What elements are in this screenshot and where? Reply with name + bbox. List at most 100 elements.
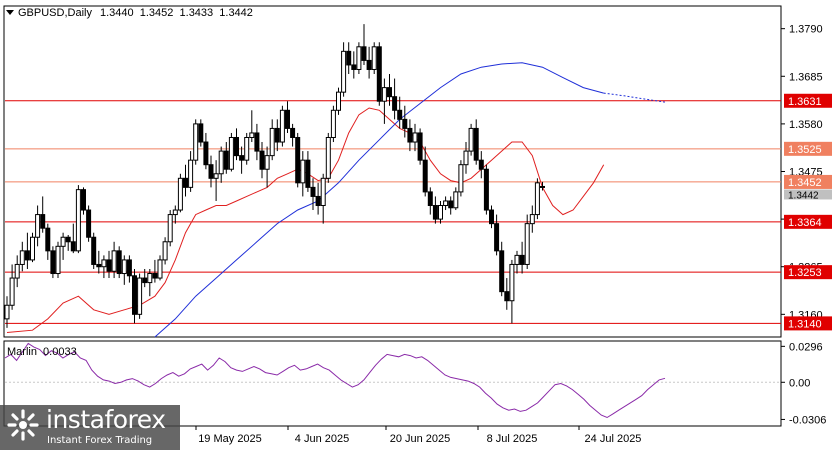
candle[interactable] <box>172 205 178 224</box>
candle[interactable] <box>463 142 469 174</box>
candle[interactable] <box>397 96 403 129</box>
candle[interactable] <box>70 223 76 254</box>
candle[interactable] <box>4 296 10 328</box>
candle[interactable] <box>417 128 423 165</box>
candle[interactable] <box>438 200 443 224</box>
collapse-triangle-icon[interactable] <box>6 10 14 15</box>
candle[interactable] <box>483 164 489 215</box>
candle[interactable] <box>50 246 56 279</box>
candle[interactable] <box>264 146 270 188</box>
candle[interactable] <box>300 151 306 197</box>
candle[interactable] <box>499 241 505 297</box>
candle[interactable] <box>193 119 199 165</box>
candle[interactable] <box>203 132 209 170</box>
candle[interactable] <box>132 268 137 324</box>
candle[interactable] <box>101 255 107 279</box>
candle[interactable] <box>228 132 234 172</box>
candle[interactable] <box>392 78 398 120</box>
candle[interactable] <box>290 123 296 147</box>
candle[interactable] <box>24 232 30 269</box>
candle[interactable] <box>30 232 35 263</box>
candle[interactable] <box>244 132 250 165</box>
candle[interactable] <box>279 105 285 147</box>
candle[interactable] <box>116 246 122 279</box>
candle[interactable] <box>249 110 255 143</box>
candle[interactable] <box>387 74 392 106</box>
candle[interactable] <box>351 51 357 79</box>
candle[interactable] <box>366 46 372 79</box>
price-panel[interactable] <box>3 5 782 338</box>
candle[interactable] <box>540 181 545 191</box>
candle[interactable] <box>402 105 408 138</box>
candle[interactable] <box>432 196 438 224</box>
candle[interactable] <box>341 42 347 97</box>
candle[interactable] <box>504 278 510 310</box>
candle[interactable] <box>9 264 15 310</box>
candle[interactable] <box>208 155 214 188</box>
candle[interactable] <box>81 187 86 215</box>
candle[interactable] <box>295 132 301 188</box>
candle[interactable] <box>121 255 127 285</box>
candle[interactable] <box>157 255 163 281</box>
candle[interactable] <box>126 255 132 283</box>
candle[interactable] <box>167 210 173 247</box>
candle[interactable] <box>152 259 158 283</box>
candle[interactable] <box>356 42 362 75</box>
candle[interactable] <box>213 160 219 201</box>
candle[interactable] <box>412 123 418 152</box>
candle[interactable] <box>75 185 81 254</box>
candle[interactable] <box>315 182 321 215</box>
candle[interactable] <box>177 173 183 213</box>
candle[interactable] <box>14 255 20 288</box>
candle[interactable] <box>494 214 500 256</box>
candle[interactable] <box>458 160 464 197</box>
candle[interactable] <box>519 241 525 274</box>
candle[interactable] <box>305 151 311 192</box>
candle[interactable] <box>111 241 117 279</box>
candle[interactable] <box>35 205 41 247</box>
candle[interactable] <box>60 232 66 260</box>
candle[interactable] <box>376 42 382 106</box>
candle[interactable] <box>218 146 224 183</box>
candle[interactable] <box>86 205 92 242</box>
candle[interactable] <box>106 250 112 279</box>
candle[interactable] <box>96 250 102 274</box>
candle[interactable] <box>489 205 494 229</box>
candle[interactable] <box>310 178 316 211</box>
candle[interactable] <box>147 268 153 297</box>
candle[interactable] <box>325 132 331 183</box>
candle[interactable] <box>254 123 260 161</box>
candle[interactable] <box>448 196 454 215</box>
candle[interactable] <box>330 105 336 143</box>
candle[interactable] <box>473 119 479 165</box>
candle[interactable] <box>371 42 377 75</box>
candle[interactable] <box>65 234 71 251</box>
candle[interactable] <box>269 119 275 161</box>
candle[interactable] <box>534 178 540 220</box>
candle[interactable] <box>40 196 46 233</box>
candle[interactable] <box>198 119 204 147</box>
candle[interactable] <box>336 87 341 115</box>
candle[interactable] <box>162 237 168 265</box>
candle[interactable] <box>422 146 428 197</box>
candle[interactable] <box>55 241 61 279</box>
candle[interactable] <box>320 173 326 224</box>
candle[interactable] <box>346 42 352 75</box>
candle[interactable] <box>509 259 515 324</box>
candle[interactable] <box>137 273 143 319</box>
candle[interactable] <box>468 123 474 156</box>
candle[interactable] <box>443 196 449 211</box>
candle[interactable] <box>514 250 520 274</box>
candle[interactable] <box>524 214 530 269</box>
candle[interactable] <box>183 164 188 197</box>
candle[interactable] <box>239 146 245 174</box>
candle[interactable] <box>234 128 239 161</box>
candle[interactable] <box>478 151 484 179</box>
candle[interactable] <box>453 187 459 211</box>
candle[interactable] <box>223 142 229 174</box>
candle[interactable] <box>361 24 367 65</box>
candle[interactable] <box>91 232 97 269</box>
candle[interactable] <box>381 78 387 124</box>
candle[interactable] <box>188 151 194 192</box>
candle[interactable] <box>407 119 413 152</box>
